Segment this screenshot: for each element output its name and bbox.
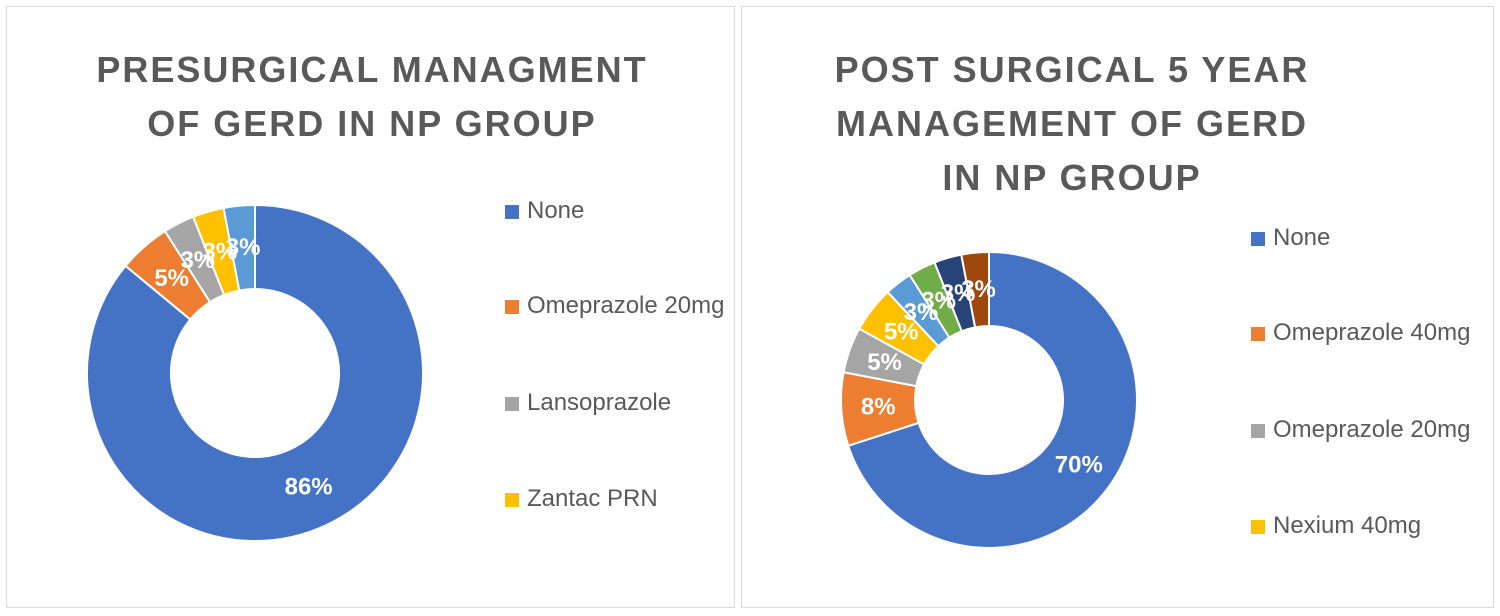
legend-item: Omeprazole 20mg bbox=[505, 287, 735, 325]
legend-item: Omeprazole 20mg bbox=[1251, 411, 1481, 449]
chart-title: POST SURGICAL 5 YEAR MANAGEMENT OF GERD … bbox=[834, 49, 1310, 198]
legend-label: None bbox=[1273, 224, 1331, 251]
legend-item: Zantac PRN bbox=[505, 480, 735, 518]
legend-swatch bbox=[505, 205, 519, 219]
donut-slice bbox=[960, 250, 990, 329]
donut-slice bbox=[222, 203, 256, 292]
legend-label: Lansoprazole bbox=[527, 389, 672, 416]
legend-item: Omeprazole 40mg bbox=[1251, 314, 1481, 352]
data-label: 3% bbox=[180, 247, 215, 274]
donut-slice bbox=[86, 203, 424, 542]
data-label: 86% bbox=[285, 474, 333, 501]
data-label: 5% bbox=[884, 318, 919, 345]
legend-swatch bbox=[1251, 232, 1265, 246]
data-label: 3% bbox=[921, 288, 956, 315]
legend-swatch bbox=[505, 493, 519, 507]
donut-chart: 70%8%5%5%3%3%3%3% bbox=[840, 250, 1138, 549]
legend-label: Omeprazole 20mg bbox=[527, 292, 725, 319]
data-label: 70% bbox=[1055, 452, 1103, 479]
donut-slice bbox=[846, 250, 1138, 549]
chart-title: PRESURGICAL MANAGMENT OF GERD IN NP GROU… bbox=[96, 49, 648, 144]
data-label: 3% bbox=[961, 276, 996, 303]
legend-swatch bbox=[505, 300, 519, 314]
data-label: 8% bbox=[861, 393, 896, 420]
legend-item: Lansoprazole bbox=[505, 384, 735, 422]
chart-panel-presurgical: PRESURGICAL MANAGMENT OF GERD IN NP GROU… bbox=[6, 6, 735, 608]
legend-swatch bbox=[1251, 424, 1265, 438]
legend-label: Omeprazole 40mg bbox=[1273, 319, 1471, 346]
legend-swatch bbox=[1251, 520, 1265, 534]
legend-label: None bbox=[527, 197, 585, 224]
legend-item: None bbox=[505, 192, 735, 230]
data-label: 3% bbox=[941, 280, 976, 307]
legend-label: Zantac PRN bbox=[527, 485, 658, 512]
legend-swatch bbox=[505, 397, 519, 411]
legend-label: Omeprazole 20mg bbox=[1273, 416, 1471, 443]
legend-swatch bbox=[1251, 327, 1265, 341]
data-label: 3% bbox=[904, 299, 939, 326]
legend-label: Nexium 40mg bbox=[1273, 512, 1422, 539]
data-label: 3% bbox=[203, 239, 238, 266]
data-label: 5% bbox=[154, 265, 189, 292]
chart-panel-post-surgical: POST SURGICAL 5 YEAR MANAGEMENT OF GERD … bbox=[741, 6, 1494, 608]
donut-chart: 86%5%3%3%3% bbox=[86, 203, 424, 542]
legend-item: None bbox=[1251, 219, 1481, 257]
data-label: 3% bbox=[226, 234, 261, 261]
legend-item: Nexium 40mg bbox=[1251, 507, 1481, 545]
data-label: 5% bbox=[867, 349, 902, 376]
